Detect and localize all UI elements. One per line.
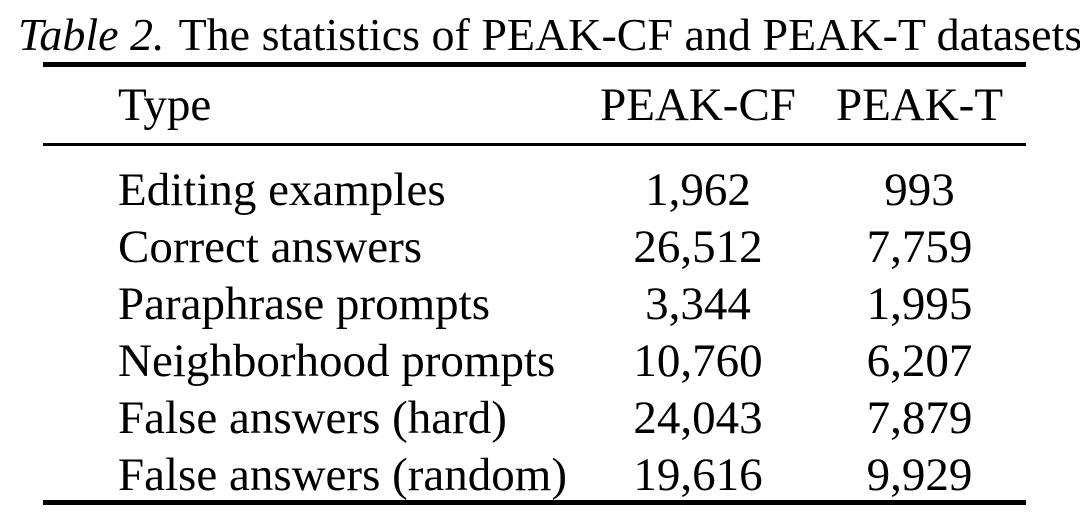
value-peak-t: 993 (884, 163, 955, 216)
caption-label: Table 2. (18, 9, 165, 60)
column-header-type: Type (118, 79, 212, 131)
row-label: False answers (random) (118, 448, 567, 501)
row-label: Correct answers (118, 220, 423, 273)
table-row: Paraphrase prompts 3,344 1,995 (43, 275, 1026, 332)
value-peak-t: 7,759 (866, 220, 973, 273)
table-row: Neighborhood prompts 10,760 6,207 (43, 332, 1026, 389)
table-row: False answers (hard) 24,043 7,879 (43, 389, 1026, 446)
row-label: Editing examples (118, 163, 446, 216)
table-row: Editing examples 1,962 993 (43, 161, 1026, 218)
table-row: False answers (random) 19,616 9,929 (43, 446, 1026, 503)
row-label: False answers (hard) (118, 391, 507, 444)
bottom-rule (43, 500, 1026, 505)
table-caption: Table 2. The statistics of PEAK-CF and PE… (18, 9, 1080, 60)
table-body: Editing examples 1,962 993 Correct answe… (43, 147, 1026, 503)
table-header-row: Type PEAK-CF PEAK-T (43, 67, 1026, 143)
value-peak-cf: 24,043 (633, 391, 763, 444)
value-peak-t: 9,929 (866, 448, 973, 501)
header-rule (43, 143, 1026, 146)
column-header-peak-cf: PEAK-CF (600, 79, 796, 131)
value-peak-cf: 3,344 (645, 277, 751, 330)
value-peak-t: 1,995 (866, 277, 973, 330)
value-peak-cf: 26,512 (633, 220, 763, 273)
caption-text: The statistics of PEAK-CF and PEAK-T dat… (178, 9, 1080, 60)
row-label: Neighborhood prompts (118, 334, 556, 387)
row-label: Paraphrase prompts (118, 277, 490, 330)
value-peak-t: 6,207 (866, 334, 973, 387)
table-row: Correct answers 26,512 7,759 (43, 218, 1026, 275)
value-peak-cf: 19,616 (633, 448, 763, 501)
value-peak-cf: 10,760 (633, 334, 763, 387)
value-peak-t: 7,879 (866, 391, 973, 444)
value-peak-cf: 1,962 (645, 163, 751, 216)
top-rule (43, 62, 1026, 67)
column-header-peak-t: PEAK-T (835, 79, 1004, 131)
